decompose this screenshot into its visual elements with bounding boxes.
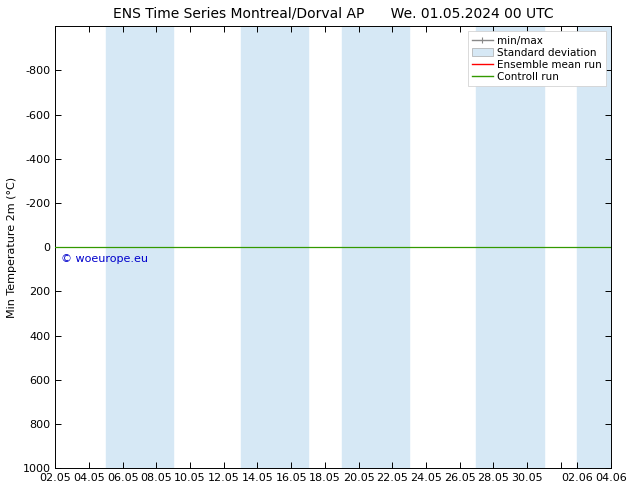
Bar — [275, 26, 308, 468]
Bar — [106, 26, 139, 468]
Bar — [139, 26, 173, 468]
Text: © woeurope.eu: © woeurope.eu — [61, 254, 148, 264]
Bar — [476, 26, 510, 468]
Title: ENS Time Series Montreal/Dorval AP      We. 01.05.2024 00 UTC: ENS Time Series Montreal/Dorval AP We. 0… — [113, 7, 553, 21]
Y-axis label: Min Temperature 2m (°C): Min Temperature 2m (°C) — [7, 177, 17, 318]
Bar — [578, 26, 611, 468]
Bar — [342, 26, 375, 468]
Bar — [510, 26, 544, 468]
Legend: min/max, Standard deviation, Ensemble mean run, Controll run: min/max, Standard deviation, Ensemble me… — [468, 31, 606, 86]
Bar — [241, 26, 275, 468]
Bar — [375, 26, 409, 468]
